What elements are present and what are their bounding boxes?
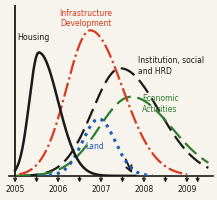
Text: Land: Land [85,141,104,150]
Text: Economic
Activities: Economic Activities [142,94,179,113]
Text: Institution, social
and HRD: Institution, social and HRD [138,56,204,75]
Text: Infrastructure
Development: Infrastructure Development [59,9,112,28]
Text: Housing: Housing [17,33,50,42]
